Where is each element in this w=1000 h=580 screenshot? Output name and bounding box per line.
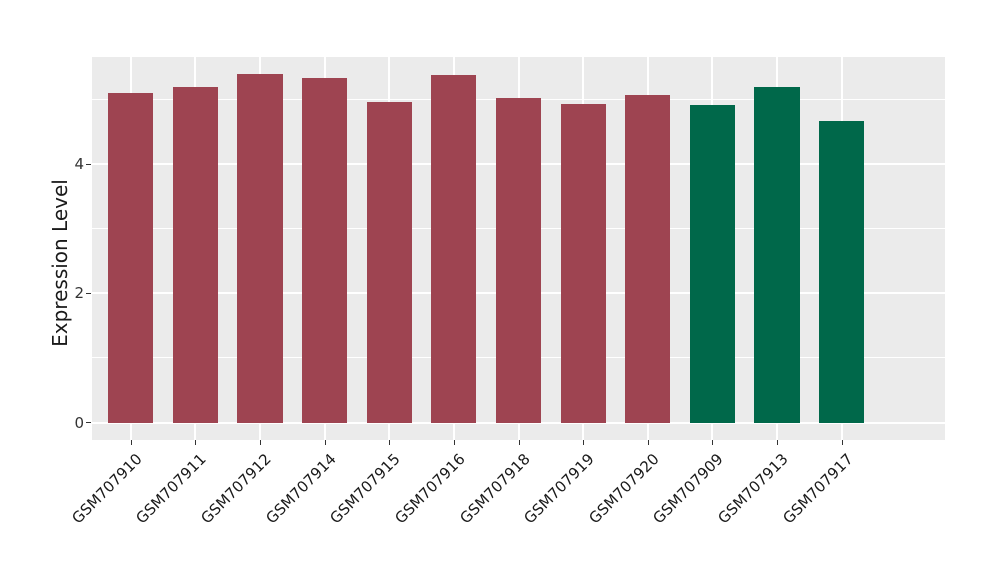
y-tick-label: 4 [74,155,84,174]
x-tick-mark [518,440,520,445]
bar-GSM707911 [172,86,218,423]
bar-GSM707914 [302,77,348,423]
x-tick-mark [130,440,132,445]
x-tick-label: GSM707910 [68,450,146,528]
x-tick-mark [195,440,197,445]
x-tick-mark [776,440,778,445]
bar-GSM707918 [495,97,542,423]
y-tick-mark [86,422,91,424]
bar-GSM707913 [754,87,800,423]
bar-GSM707920 [625,95,671,423]
chart-panel [92,57,945,440]
bar-GSM707917 [818,120,865,423]
x-tick-mark [712,440,714,445]
x-tick-mark [324,440,326,445]
bar-GSM707916 [431,75,477,423]
bar-GSM707910 [108,93,154,423]
x-tick-mark [583,440,585,445]
bar-GSM707909 [689,104,735,423]
y-tick-mark [86,292,91,294]
x-tick-mark [260,440,261,445]
x-tick-mark [453,440,455,445]
bar-GSM707919 [560,104,606,423]
bar-GSM707915 [366,102,412,423]
y-tick-label: 0 [74,413,84,432]
y-tick-label: 2 [74,284,84,303]
x-tick-mark [647,440,649,445]
x-tick-mark [841,440,843,445]
y-tick-mark [86,163,91,165]
x-tick-mark [389,440,391,445]
bar-GSM707912 [237,74,283,423]
